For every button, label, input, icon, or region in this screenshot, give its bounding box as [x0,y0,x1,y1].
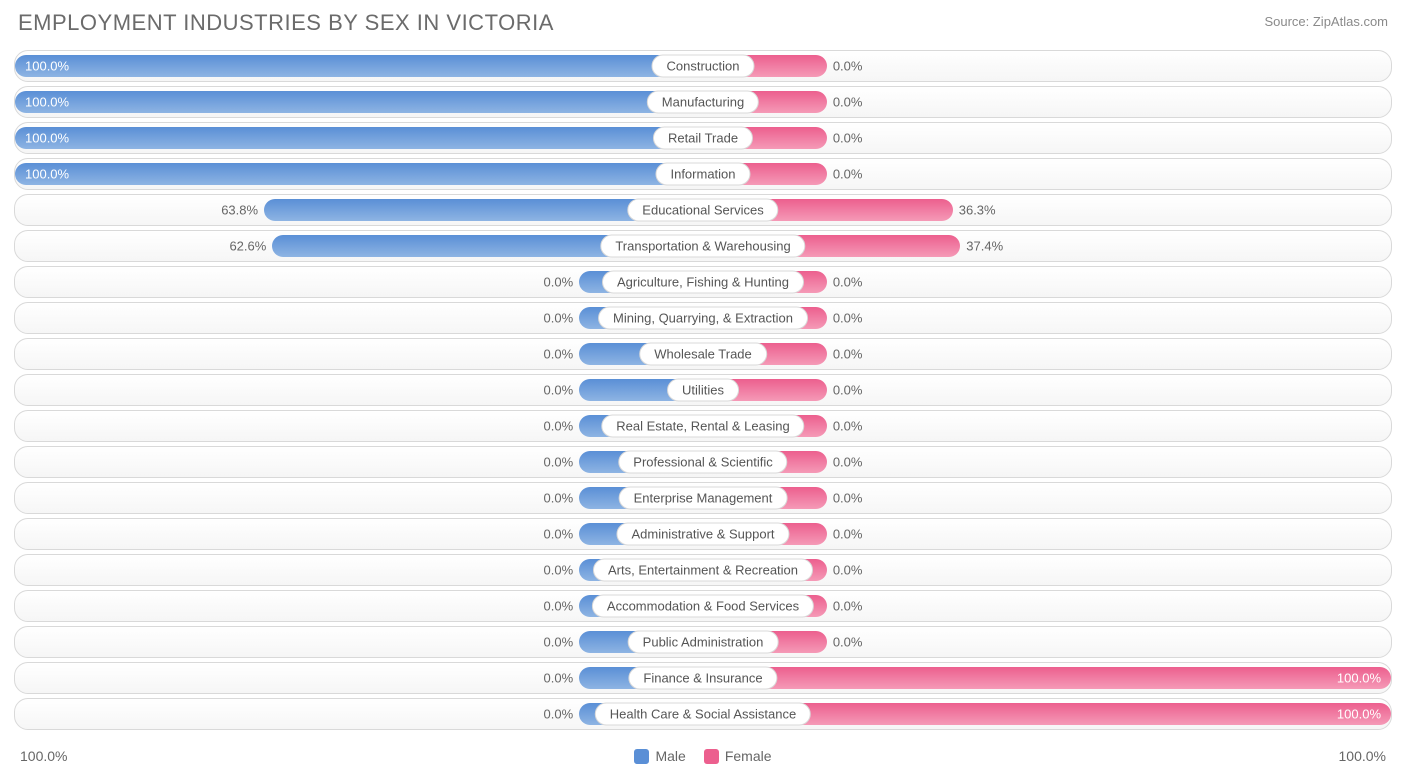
legend-female: Female [704,748,772,764]
bar-row: 0.0% 0.0% Accommodation & Food Services [14,590,1392,622]
chart-container: EMPLOYMENT INDUSTRIES BY SEX IN VICTORIA… [0,0,1406,776]
bar-row: 0.0% 100.0% Health Care & Social Assistanc… [14,698,1392,730]
male-pct: 63.8% [221,203,258,218]
male-pct: 0.0% [544,275,574,290]
female-pct: 0.0% [833,563,863,578]
female-pct: 0.0% [833,491,863,506]
male-bar [15,127,703,149]
axis-right-label: 100.0% [1339,748,1386,764]
female-pct: 0.0% [833,383,863,398]
bar-row: 62.6% 37.4% Transportation & Warehousing [14,230,1392,262]
male-bar [15,55,703,77]
legend-center: Male Female [67,748,1338,764]
category-label: Arts, Entertainment & Recreation [593,559,813,582]
male-pct: 0.0% [544,383,574,398]
male-pct: 0.0% [544,599,574,614]
category-label: Mining, Quarrying, & Extraction [598,307,808,330]
male-swatch-icon [634,749,649,764]
axis-left-label: 100.0% [20,748,67,764]
bar-row: 100.0% 0.0% Manufacturing [14,86,1392,118]
category-label: Construction [652,55,755,78]
male-bar [15,163,703,185]
male-pct: 0.0% [544,635,574,650]
male-pct: 0.0% [544,419,574,434]
chart-header: EMPLOYMENT INDUSTRIES BY SEX IN VICTORIA… [14,10,1392,36]
male-pct: 100.0% [25,131,69,146]
category-label: Enterprise Management [619,487,788,510]
male-pct: 100.0% [25,59,69,74]
female-pct: 0.0% [833,455,863,470]
bar-row: 63.8% 36.3% Educational Services [14,194,1392,226]
female-pct: 0.0% [833,275,863,290]
chart-rows: 100.0% 0.0% Construction 100.0% 0.0% Manufact… [14,50,1392,738]
bar-row: 0.0% 100.0% Finance & Insurance [14,662,1392,694]
category-label: Manufacturing [647,91,759,114]
male-pct: 0.0% [544,671,574,686]
bar-row: 0.0% 0.0% Wholesale Trade [14,338,1392,370]
female-pct: 36.3% [959,203,996,218]
male-pct: 0.0% [544,347,574,362]
category-label: Real Estate, Rental & Leasing [601,415,804,438]
male-bar [15,91,703,113]
category-label: Information [655,163,750,186]
bar-row: 0.0% 0.0% Administrative & Support [14,518,1392,550]
legend-male-label: Male [655,748,685,764]
category-label: Transportation & Warehousing [600,235,805,258]
male-pct: 100.0% [25,95,69,110]
bar-row: 0.0% 0.0% Mining, Quarrying, & Extraction [14,302,1392,334]
category-label: Wholesale Trade [639,343,767,366]
female-swatch-icon [704,749,719,764]
female-pct: 0.0% [833,311,863,326]
male-pct: 0.0% [544,707,574,722]
female-pct: 0.0% [833,527,863,542]
male-pct: 0.0% [544,455,574,470]
female-pct: 0.0% [833,419,863,434]
male-pct: 62.6% [229,239,266,254]
bar-row: 100.0% 0.0% Retail Trade [14,122,1392,154]
male-pct: 0.0% [544,491,574,506]
category-label: Agriculture, Fishing & Hunting [602,271,804,294]
male-pct: 0.0% [544,527,574,542]
chart-source: Source: ZipAtlas.com [1264,14,1388,29]
female-pct: 0.0% [833,347,863,362]
female-pct: 0.0% [833,167,863,182]
female-pct: 100.0% [1337,671,1381,686]
female-pct: 100.0% [1337,707,1381,722]
female-pct: 0.0% [833,635,863,650]
category-label: Professional & Scientific [618,451,787,474]
category-label: Public Administration [628,631,779,654]
female-pct: 0.0% [833,95,863,110]
legend-male: Male [634,748,685,764]
bar-row: 0.0% 0.0% Real Estate, Rental & Leasing [14,410,1392,442]
category-label: Utilities [667,379,739,402]
male-pct: 0.0% [544,311,574,326]
bar-row: 0.0% 0.0% Professional & Scientific [14,446,1392,478]
female-pct: 0.0% [833,59,863,74]
chart-title: EMPLOYMENT INDUSTRIES BY SEX IN VICTORIA [18,10,554,36]
female-bar [703,667,1391,689]
bar-row: 0.0% 0.0% Arts, Entertainment & Recreation [14,554,1392,586]
chart-legend: 100.0% Male Female 100.0% [14,744,1392,768]
legend-female-label: Female [725,748,772,764]
male-pct: 0.0% [544,563,574,578]
female-pct: 37.4% [966,239,1003,254]
male-pct: 100.0% [25,167,69,182]
bar-row: 0.0% 0.0% Agriculture, Fishing & Hunting [14,266,1392,298]
category-label: Health Care & Social Assistance [595,703,811,726]
bar-row: 0.0% 0.0% Public Administration [14,626,1392,658]
female-pct: 0.0% [833,131,863,146]
bar-row: 100.0% 0.0% Information [14,158,1392,190]
female-pct: 0.0% [833,599,863,614]
bar-row: 100.0% 0.0% Construction [14,50,1392,82]
category-label: Finance & Insurance [628,667,777,690]
category-label: Educational Services [627,199,778,222]
bar-row: 0.0% 0.0% Utilities [14,374,1392,406]
category-label: Accommodation & Food Services [592,595,814,618]
category-label: Retail Trade [653,127,753,150]
bar-row: 0.0% 0.0% Enterprise Management [14,482,1392,514]
category-label: Administrative & Support [616,523,789,546]
